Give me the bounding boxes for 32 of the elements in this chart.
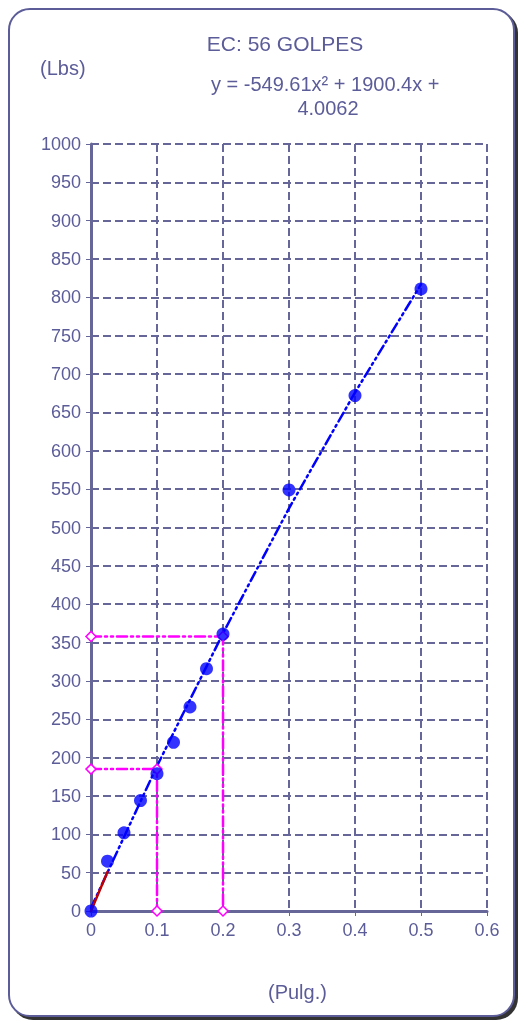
chart-title: EC: 56 GOLPES (206, 32, 364, 55)
x-tick-label: 0 (85, 920, 97, 940)
x-tick-label: 0.6 (474, 920, 500, 940)
y-tick-label: 500 (50, 517, 81, 538)
y-tick-label: 100 (50, 824, 81, 845)
y-tick-label: 50 (60, 862, 81, 883)
y-tick-label: 150 (50, 785, 81, 806)
y-axis-title: (Lbs) (40, 57, 86, 79)
x-tick-label: 0.5 (408, 920, 434, 940)
y-tick-label: 1000 (40, 134, 81, 154)
y-tick-label: 900 (50, 210, 81, 231)
y-tick-label: 750 (50, 325, 81, 346)
y-tick-label: 350 (50, 632, 81, 653)
y-tick-label: 450 (50, 555, 81, 576)
y-tick-label: 950 (50, 172, 81, 193)
x-tick-label: 0.4 (342, 920, 368, 940)
x-tick-label: 0.2 (210, 920, 236, 940)
x-axis-title: (Pulg.) (268, 981, 327, 1003)
y-tick-label: 650 (50, 402, 81, 423)
x-tick-label: 0.1 (144, 920, 170, 940)
y-tick-label: 300 (50, 670, 81, 691)
y-tick-label: 550 (50, 479, 81, 500)
y-tick-label: 250 (50, 709, 81, 730)
y-tick-label: 850 (50, 249, 81, 270)
x-tick-label: 0.3 (276, 920, 302, 940)
y-tick-label: 600 (50, 440, 81, 461)
y-tick-label: 700 (50, 364, 81, 385)
text: y = -549.61x² + 1900.4x + 4.0062 (210, 73, 446, 119)
y-tick-label: 200 (50, 747, 81, 768)
y-tick-label: 400 (50, 594, 81, 615)
y-tick-label: 0 (70, 901, 81, 921)
y-tick-label: 800 (50, 287, 81, 308)
